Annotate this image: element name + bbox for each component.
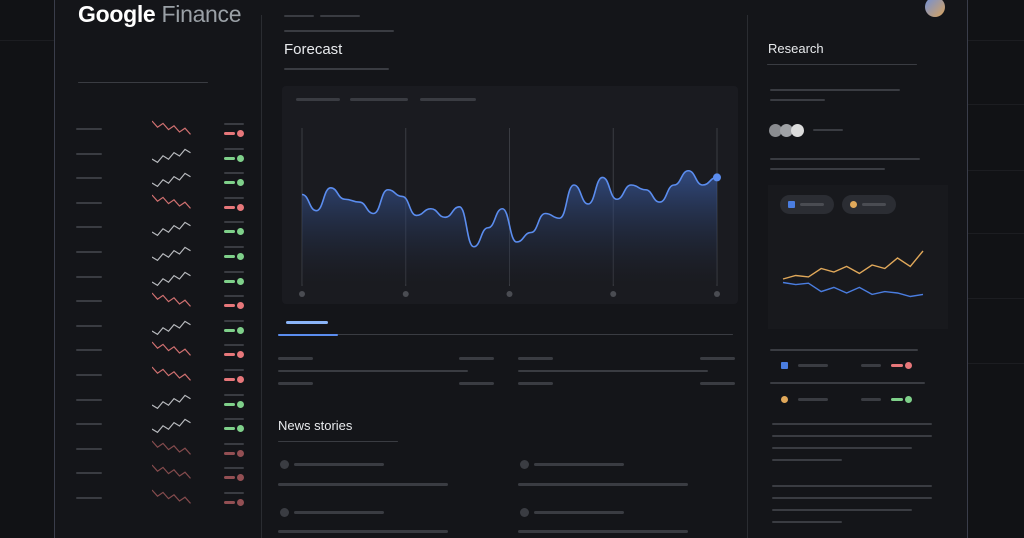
watchlist-row[interactable]: [76, 464, 251, 484]
watchlist-row[interactable]: [76, 366, 251, 386]
axis-dot: [402, 291, 409, 297]
axis-dot: [299, 291, 305, 297]
forecast-line: [301, 169, 718, 248]
watchlist-row[interactable]: [76, 391, 251, 411]
watchlist-row[interactable]: [76, 292, 251, 312]
sparkline: [152, 246, 191, 262]
forecast-endpoint: [713, 173, 721, 182]
sparkline: [152, 222, 191, 237]
sparkline: [152, 120, 191, 135]
forecast-chart: [282, 86, 738, 304]
sparkline: [152, 341, 191, 357]
axis-dot: [714, 291, 720, 297]
watchlist-row[interactable]: [76, 145, 251, 165]
blue-series-line: [782, 281, 924, 298]
up-indicator-icon: [237, 400, 244, 408]
watchlist-row[interactable]: [76, 218, 251, 238]
axis-dot: [506, 291, 513, 297]
avatar[interactable]: [925, 0, 945, 17]
axis-dot: [610, 291, 617, 297]
watchlist-row[interactable]: [76, 341, 251, 361]
sparkline: [152, 271, 191, 286]
forecast-title: Forecast: [284, 41, 343, 58]
source-icon: [791, 124, 804, 137]
watchlist-row[interactable]: [76, 243, 251, 263]
sparkline: [152, 320, 191, 335]
up-indicator-icon: [237, 425, 244, 433]
down-indicator-icon: [237, 130, 244, 137]
up-indicator-icon: [237, 154, 244, 162]
sparkline: [152, 194, 191, 209]
divider: [78, 82, 208, 83]
sparkline: [152, 292, 191, 307]
up-indicator-icon: [237, 326, 244, 334]
news-stories-title: News stories: [278, 418, 353, 433]
up-indicator-icon: [237, 253, 244, 260]
watchlist-row[interactable]: [76, 268, 251, 288]
up-indicator-icon: [237, 228, 244, 236]
down-indicator-icon: [237, 474, 244, 482]
legend-chip-blue[interactable]: [780, 195, 834, 214]
watchlist-row[interactable]: [76, 169, 251, 189]
down-indicator-icon: [237, 351, 244, 359]
sparkline: [152, 148, 191, 163]
orange-series-line: [782, 250, 924, 280]
watchlist-row[interactable]: [76, 489, 251, 509]
sparkline: [152, 464, 191, 480]
up-indicator-icon: [237, 277, 244, 285]
source-icon: [780, 124, 793, 137]
watchlist-row[interactable]: [76, 317, 251, 337]
sparkline: [152, 394, 191, 409]
source-icon: [769, 124, 782, 137]
down-indicator-icon: [237, 203, 244, 211]
legend-chip-orange[interactable]: [842, 195, 896, 214]
watchlist-row[interactable]: [76, 415, 251, 435]
sparkline: [152, 489, 191, 504]
watchlist-row[interactable]: [76, 194, 251, 214]
sparkline: [152, 172, 191, 188]
down-indicator-icon: [237, 376, 244, 383]
down-indicator-icon: [237, 302, 244, 310]
tab-active[interactable]: [286, 321, 328, 324]
logo-primary: Google: [78, 1, 156, 27]
down-indicator-icon: [237, 499, 244, 506]
sparkline: [152, 440, 191, 455]
watchlist-row[interactable]: [76, 440, 251, 460]
sparkline: [152, 366, 191, 381]
google-finance-logo[interactable]: Google Finance: [78, 1, 242, 28]
logo-secondary: Finance: [161, 1, 242, 27]
watchlist-row[interactable]: [76, 120, 251, 140]
sparkline: [152, 418, 191, 434]
down-indicator-icon: [237, 449, 244, 457]
up-indicator-icon: [237, 179, 244, 187]
research-title: Research: [768, 41, 824, 56]
